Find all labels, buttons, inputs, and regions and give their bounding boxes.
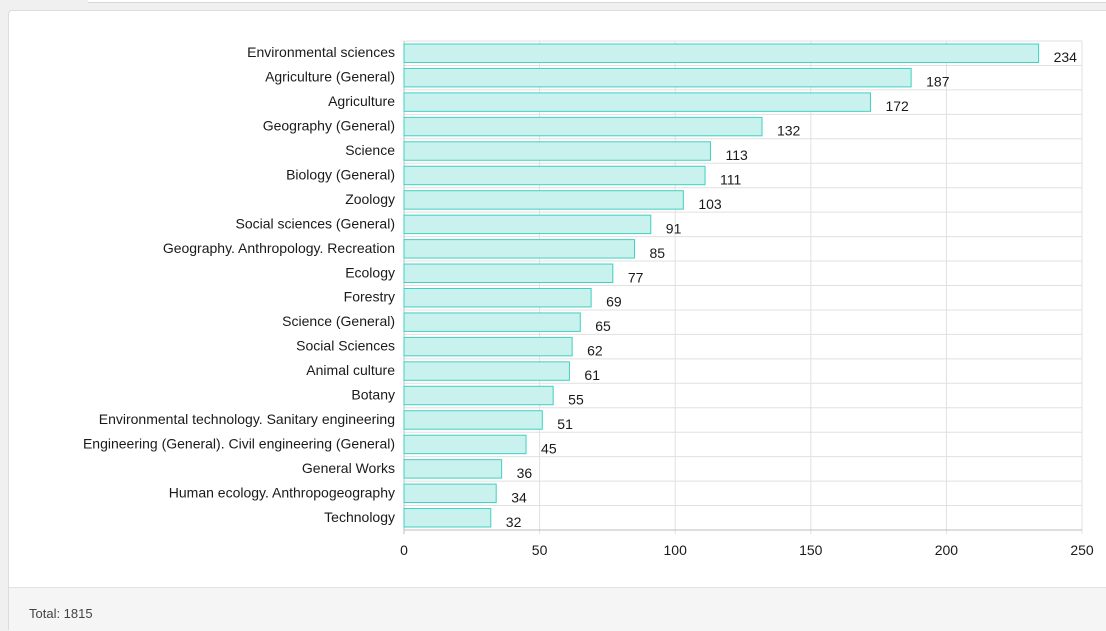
value-label-19: 32: [506, 514, 522, 530]
chart-footer: Total: 1815: [9, 587, 1106, 631]
top-tab-strip: [88, 0, 1106, 3]
x-tick-label-0: 0: [400, 542, 408, 558]
value-label-17: 36: [517, 465, 533, 481]
bar-3: [403, 116, 763, 137]
bar-8: [403, 239, 636, 259]
bar-0: [403, 43, 1040, 63]
category-label-17: General Works: [302, 460, 395, 476]
bar-2: [403, 92, 871, 112]
value-label-6: 103: [698, 196, 722, 212]
category-label-0: Environmental sciences: [247, 44, 395, 60]
x-tick-label-2: 100: [664, 542, 688, 558]
bar-13: [403, 361, 570, 381]
category-label-5: Biology (General): [286, 166, 395, 182]
value-label-9: 77: [628, 269, 644, 285]
value-label-11: 65: [595, 318, 611, 334]
category-label-11: Science (General): [282, 313, 395, 329]
category-label-19: Technology: [324, 509, 395, 525]
x-tick-label-3: 150: [799, 542, 823, 558]
bar-11: [403, 312, 581, 332]
value-label-14: 55: [568, 392, 584, 408]
value-label-0: 234: [1054, 49, 1078, 65]
x-tick-label-5: 250: [1070, 542, 1094, 558]
category-label-6: Zoology: [345, 191, 395, 207]
bar-18: [403, 483, 497, 504]
value-label-16: 45: [541, 440, 557, 456]
bar-6: [403, 190, 684, 210]
category-label-1: Agriculture (General): [265, 69, 395, 85]
total-count-label: Total: 1815: [29, 606, 93, 621]
category-label-8: Geography. Anthropology. Recreation: [163, 240, 395, 256]
bar-7: [403, 214, 652, 235]
value-label-18: 34: [511, 489, 527, 505]
value-label-7: 91: [666, 220, 682, 236]
category-label-15: Environmental technology. Sanitary engin…: [99, 411, 395, 427]
category-label-16: Engineering (General). Civil engineering…: [83, 435, 395, 451]
category-label-2: Agriculture: [328, 93, 395, 109]
category-label-13: Animal culture: [306, 362, 395, 378]
value-label-10: 69: [606, 294, 622, 310]
chart-area: Environmental sciences 234 Agriculture (Ge…: [9, 11, 1106, 587]
bar-15: [403, 410, 543, 430]
value-label-13: 61: [584, 367, 600, 383]
value-label-2: 172: [885, 98, 909, 114]
value-label-1: 187: [926, 74, 950, 90]
category-label-7: Social sciences (General): [235, 215, 395, 231]
category-label-4: Science: [345, 142, 395, 158]
value-label-8: 85: [650, 245, 666, 261]
bar-12: [403, 336, 573, 357]
value-label-5: 111: [720, 171, 741, 187]
bar-5: [403, 165, 706, 186]
chart-card: Environmental sciences 234 Agriculture (Ge…: [8, 10, 1106, 631]
x-tick-label-4: 200: [935, 542, 959, 558]
category-label-18: Human ecology. Anthropogeography: [169, 484, 395, 500]
bar-9: [403, 263, 614, 284]
bar-17: [403, 459, 503, 479]
bar-4: [403, 141, 711, 161]
x-tick-label-1: 50: [532, 542, 548, 558]
value-label-12: 62: [587, 343, 603, 359]
category-label-12: Social Sciences: [296, 338, 395, 354]
bar-chart: Environmental sciences 234 Agriculture (Ge…: [83, 40, 1094, 558]
bar-16: [403, 434, 527, 455]
value-label-15: 51: [557, 416, 573, 432]
category-label-10: Forestry: [344, 289, 395, 305]
category-label-9: Ecology: [345, 264, 395, 280]
bar-1: [403, 67, 912, 88]
bar-14: [403, 385, 554, 406]
value-label-4: 113: [725, 147, 748, 163]
bar-19: [403, 508, 492, 528]
category-label-3: Geography (General): [263, 118, 395, 134]
bar-10: [403, 288, 592, 308]
value-label-3: 132: [777, 123, 801, 139]
category-label-14: Botany: [351, 387, 395, 403]
